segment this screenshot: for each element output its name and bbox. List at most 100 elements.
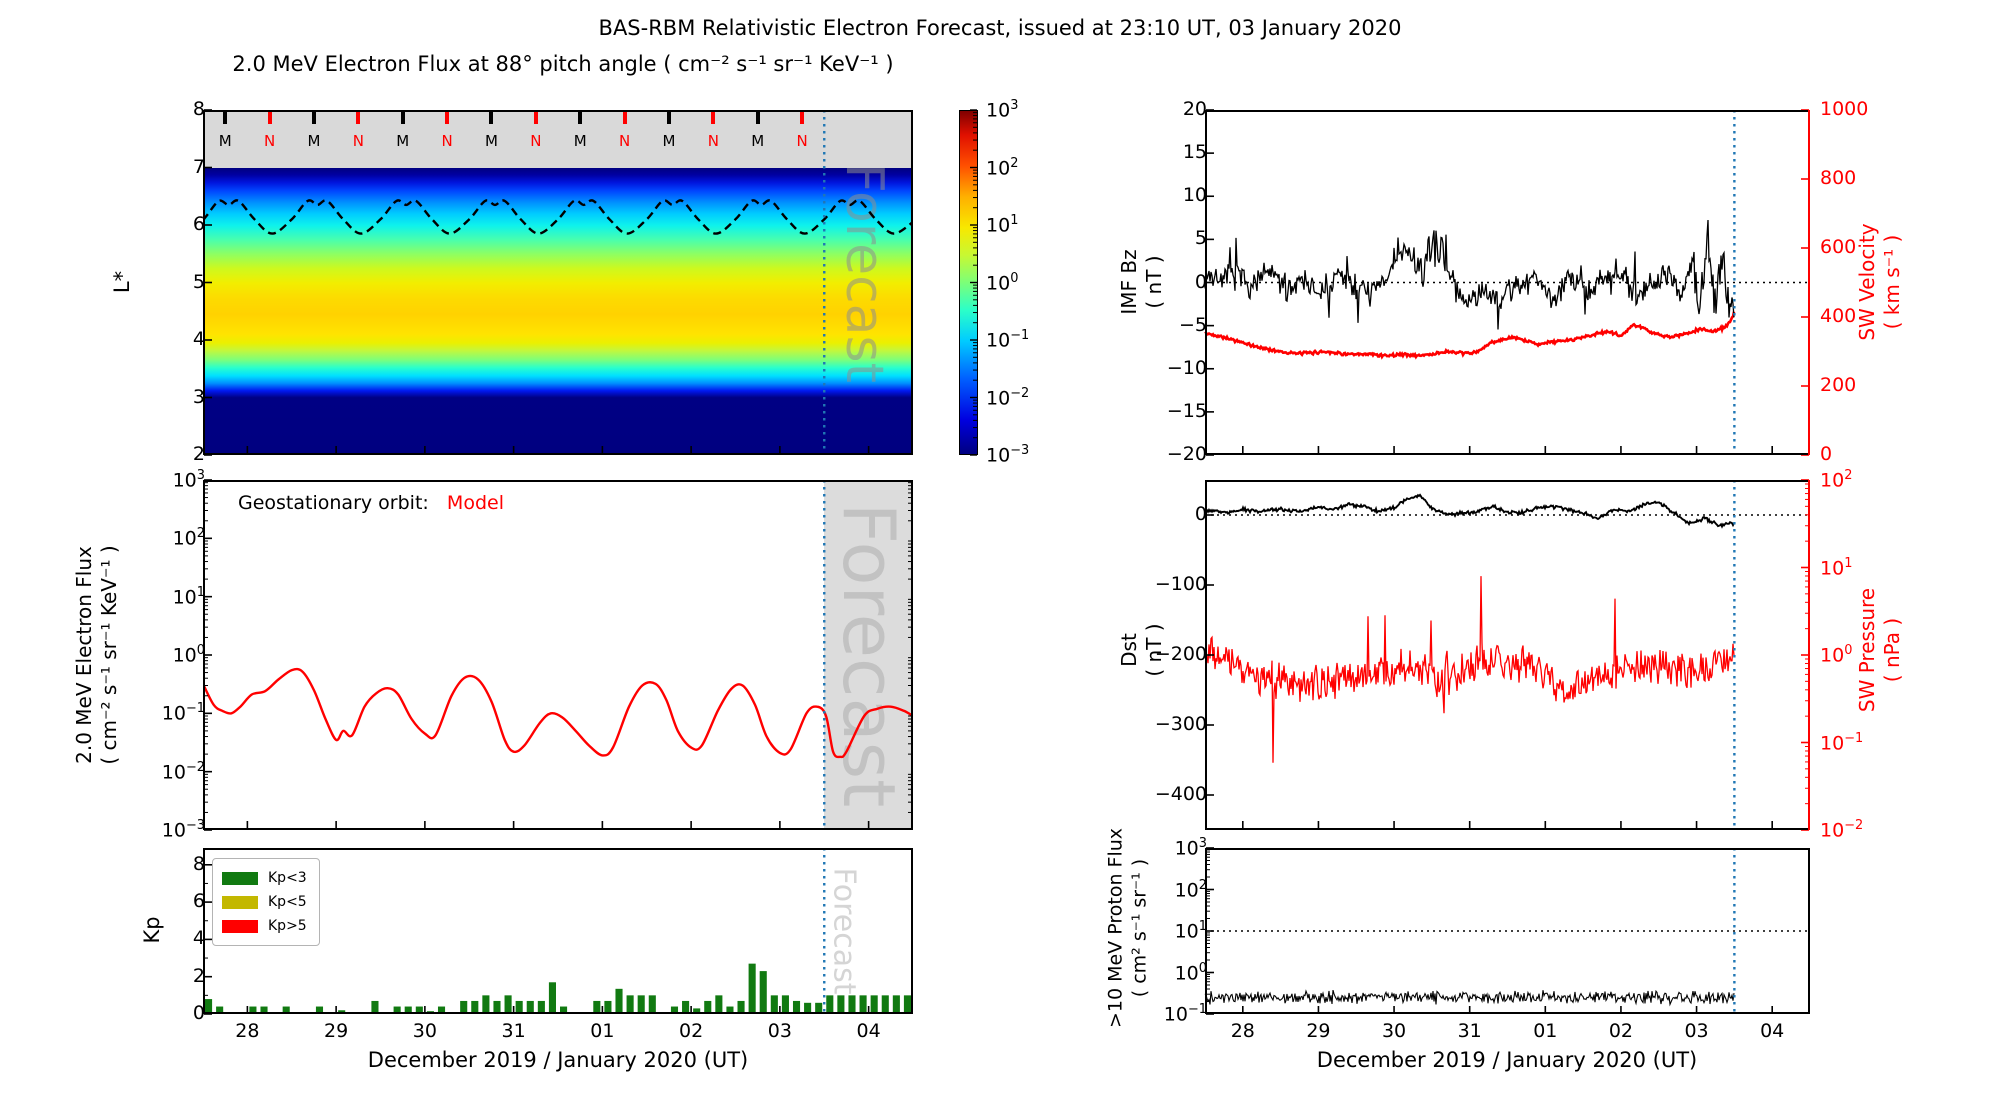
kp-bar bbox=[759, 971, 767, 1013]
kp-legend-label: Kp<3 bbox=[268, 870, 307, 886]
kp-bar bbox=[593, 1000, 601, 1013]
colorbar-tick-label: 10−3 bbox=[986, 443, 1030, 467]
dst-pressure-panel bbox=[1205, 479, 1810, 831]
heatmap-title: 2.0 MeV Electron Flux at 88° pitch angle… bbox=[232, 52, 894, 76]
proton-ytick-label: 10−1 bbox=[1163, 1002, 1207, 1026]
dst-ytick-label: 0 bbox=[1194, 503, 1207, 525]
dst-ytick-label: −400 bbox=[1154, 783, 1207, 805]
colorbar-tick-label: 102 bbox=[986, 155, 1019, 179]
proton-xtick-label: 30 bbox=[1381, 1020, 1407, 1042]
kp-xtick-label: 28 bbox=[235, 1020, 260, 1042]
kp-bar bbox=[560, 1006, 568, 1013]
flux-ytick-label: 102 bbox=[172, 526, 205, 550]
kp-bar bbox=[870, 995, 878, 1013]
bz-ytick-label: 20 bbox=[1182, 98, 1207, 120]
kp-xtick-label: 30 bbox=[412, 1020, 437, 1042]
geostationary-flux-panel: Forecast bbox=[203, 479, 913, 831]
proton-xtick-label: 29 bbox=[1306, 1020, 1331, 1042]
kp-legend-swatch bbox=[222, 871, 258, 885]
panel-border bbox=[1205, 848, 1810, 1014]
dst-line bbox=[1205, 493, 1735, 529]
proton-xtick-label: 31 bbox=[1457, 1020, 1482, 1042]
pressure-ytick-label: 102 bbox=[1820, 468, 1853, 492]
kp-ytick-label: 4 bbox=[192, 927, 205, 950]
dst-svg bbox=[1205, 479, 1810, 831]
mn-label: M bbox=[662, 132, 676, 150]
proton-ylabel-line1: >10 MeV Proton Flux bbox=[1104, 827, 1127, 1029]
kp-bar bbox=[837, 995, 845, 1013]
kp-bar bbox=[892, 995, 900, 1013]
mn-tick bbox=[755, 111, 760, 124]
proton-xtick-label: 03 bbox=[1684, 1020, 1709, 1042]
mn-tick bbox=[711, 111, 716, 124]
flux-ytick-label: 10−1 bbox=[161, 701, 205, 725]
kp-bar bbox=[404, 1006, 412, 1013]
kp-legend: Kp<3 Kp<5 Kp>5 bbox=[212, 858, 320, 946]
proton-svg bbox=[1204, 847, 1810, 1015]
kp-bar bbox=[249, 1006, 257, 1013]
kp-bar bbox=[682, 1000, 690, 1013]
kp-legend-swatch bbox=[222, 919, 258, 933]
panel-border bbox=[203, 110, 913, 455]
kp-bar bbox=[781, 995, 789, 1013]
kp-bar bbox=[216, 1006, 224, 1013]
kp-xtick-label: 01 bbox=[590, 1020, 615, 1042]
kp-bar bbox=[826, 995, 834, 1013]
mn-label: N bbox=[530, 132, 542, 150]
kp-bar bbox=[815, 1002, 823, 1013]
mn-tick bbox=[311, 111, 316, 124]
kp-bar bbox=[670, 1006, 679, 1013]
proton-ytick-label: 100 bbox=[1174, 960, 1207, 984]
velocity-ytick-label: 200 bbox=[1820, 374, 1857, 396]
heatmap-svg bbox=[203, 109, 913, 456]
panel-border bbox=[203, 848, 913, 1014]
kp-bar bbox=[903, 995, 911, 1013]
pressure-ytick-label: 10−2 bbox=[1820, 818, 1864, 842]
kp-bar bbox=[205, 999, 213, 1013]
colorbar bbox=[959, 109, 978, 456]
heatmap-gradient bbox=[203, 167, 913, 455]
colorbar-gradient bbox=[959, 110, 978, 455]
mn-label: M bbox=[751, 132, 765, 150]
kp-legend-row: Kp<3 bbox=[222, 866, 307, 890]
kp-bar bbox=[804, 1002, 812, 1013]
satellite-band bbox=[203, 110, 913, 168]
kp-bar bbox=[704, 1000, 712, 1013]
kp-bar bbox=[504, 995, 512, 1013]
mn-label: N bbox=[707, 132, 719, 150]
kp-bar bbox=[648, 995, 656, 1013]
bz-svg bbox=[1204, 109, 1810, 456]
colorbar-tick-label: 10−2 bbox=[986, 385, 1030, 409]
imf-bz-line bbox=[1204, 219, 1735, 330]
flux-svg bbox=[203, 479, 913, 831]
dst-ytick-label: −200 bbox=[1154, 643, 1207, 665]
bz-ytick-label: −10 bbox=[1166, 356, 1207, 379]
pressure-ytick-label: 100 bbox=[1820, 643, 1853, 667]
kp-bar bbox=[626, 995, 634, 1013]
heatmap-ytick-label: 4 bbox=[192, 328, 205, 350]
kp-ytick-label: 2 bbox=[192, 964, 205, 987]
kp-bar bbox=[859, 995, 867, 1013]
bz-ytick-label: −20 bbox=[1166, 443, 1207, 465]
mn-label: M bbox=[307, 132, 321, 150]
mn-tick bbox=[445, 111, 450, 124]
kp-bar bbox=[371, 1000, 379, 1013]
geo-orbit-legend-model: Model bbox=[446, 492, 504, 514]
colorbar-tick-label: 103 bbox=[986, 98, 1019, 122]
velocity-ytick-label: 400 bbox=[1820, 305, 1857, 327]
heatmap-ytick-label: 6 bbox=[192, 213, 205, 235]
mn-tick bbox=[666, 111, 671, 124]
kp-bar bbox=[604, 1000, 612, 1013]
proton-xtick-label: 04 bbox=[1760, 1020, 1785, 1042]
proton-ytick-label: 102 bbox=[1174, 877, 1207, 901]
kp-xtick-label: 04 bbox=[856, 1020, 881, 1042]
plasmapause-dashed-line bbox=[203, 199, 913, 235]
kp-bar bbox=[737, 1000, 745, 1013]
dst-ytick-label: −300 bbox=[1154, 713, 1207, 735]
mn-tick bbox=[356, 111, 361, 124]
kp-bar bbox=[693, 1008, 701, 1013]
kp-legend-label: Kp<5 bbox=[268, 894, 307, 910]
kp-legend-row: Kp>5 bbox=[222, 914, 307, 938]
pressure-ytick-label: 101 bbox=[1820, 555, 1853, 579]
kp-bar bbox=[526, 1000, 534, 1013]
